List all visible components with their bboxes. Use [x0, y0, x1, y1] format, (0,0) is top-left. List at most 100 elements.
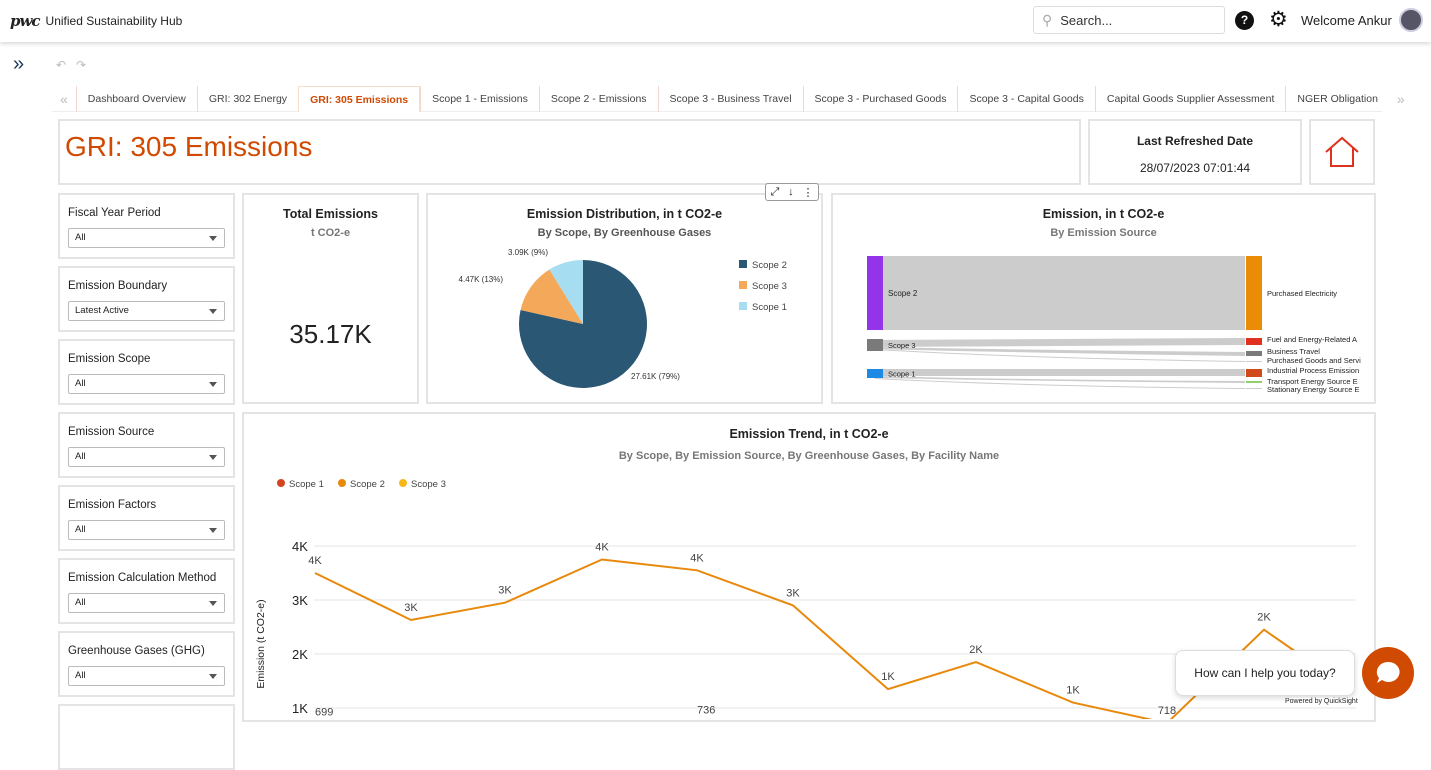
- tab-gri-302-energy[interactable]: GRI: 302 Energy: [196, 85, 298, 112]
- filter-dropdown[interactable]: All: [68, 593, 225, 613]
- undo-redo-icons[interactable]: ↶↷: [56, 58, 97, 72]
- total-emissions-title: Total Emissions: [283, 207, 378, 221]
- search-icon: ⚲: [1042, 11, 1053, 28]
- trend-title: Emission Trend, in t CO2-e: [729, 427, 889, 441]
- powered-by-quicksight: Powered by QuickSight: [1285, 698, 1358, 705]
- tab-scope-3-capital-goods[interactable]: Scope 3 - Capital Goods: [957, 85, 1094, 112]
- sankey-target-node: [1246, 256, 1262, 330]
- page-title: GRI: 305 Emissions: [65, 131, 313, 162]
- expand-icon[interactable]: ⤢: [770, 185, 780, 198]
- chevron-down-icon: [209, 674, 217, 679]
- filter-value: All: [75, 670, 86, 681]
- sankey-target-label: Fuel and Energy-Related A: [1267, 335, 1357, 344]
- tabs-scroll-right-icon[interactable]: »: [1396, 90, 1405, 107]
- chevron-down-icon: [209, 455, 217, 460]
- sankey-target-label: Purchased Goods and Servi: [1267, 356, 1361, 365]
- avatar[interactable]: [1399, 8, 1423, 32]
- tab-scope-3-purchased-goods[interactable]: Scope 3 - Purchased Goods: [802, 85, 958, 112]
- legend-swatch: [739, 302, 747, 310]
- data-label: 2K: [969, 644, 983, 656]
- chat-prompt-bubble[interactable]: How can I help you today?: [1175, 650, 1355, 696]
- more-options-icon[interactable]: ⋮: [802, 186, 814, 199]
- filter-dropdown[interactable]: All: [68, 520, 225, 540]
- pie-data-label: 27.61K (79%): [631, 372, 680, 381]
- sankey-target-label: Business Travel: [1267, 347, 1320, 356]
- total-emissions-card: Total Emissions t CO2-e 35.17K: [242, 193, 419, 404]
- legend-dot: [399, 479, 407, 487]
- sankey-flow: [875, 369, 1245, 376]
- filter-value: All: [75, 378, 86, 389]
- chevron-down-icon: [209, 236, 217, 241]
- sankey-flow: [875, 349, 1245, 362]
- download-icon[interactable]: ↓: [788, 186, 794, 198]
- trend-line-chart: Scope 1 Scope 2 Scope 3 4K 3K 2K 1K Emission (t…: [255, 479, 1356, 719]
- sankey-target-label: Stationary Energy Source E: [1267, 385, 1360, 394]
- legend-label: Scope 3: [411, 479, 446, 490]
- legend-label: Scope 1: [289, 479, 324, 490]
- expand-sidebar-icon[interactable]: »: [13, 53, 25, 75]
- tab-capital-goods-supplier-assessment[interactable]: Capital Goods Supplier Assessment: [1094, 85, 1286, 112]
- tab-scope-3-business-travel[interactable]: Scope 3 - Business Travel: [657, 85, 803, 112]
- pie-title: Emission Distribution, in t CO2-e: [526, 207, 723, 221]
- legend-dot: [338, 479, 346, 487]
- filter-value: All: [75, 597, 86, 608]
- chevron-down-icon: [209, 382, 217, 387]
- sankey-target-node: [1246, 381, 1262, 383]
- filter-dropdown[interactable]: Latest Active: [68, 301, 225, 321]
- legend-label: Scope 3: [752, 281, 787, 292]
- data-label: 3K: [786, 587, 800, 599]
- pie-data-label: 4.47K (13%): [459, 275, 504, 284]
- data-label: 4K: [690, 552, 704, 564]
- gear-icon[interactable]: ⚙: [1269, 8, 1288, 31]
- filter-card: [58, 704, 235, 770]
- data-label: 2K: [1257, 612, 1271, 624]
- chat-button[interactable]: [1362, 647, 1414, 699]
- sankey-source-label: Scope 2: [888, 289, 918, 298]
- tabs-scroll-left-icon[interactable]: «: [60, 90, 68, 107]
- home-button[interactable]: [1309, 119, 1375, 185]
- tab-scope-2-emissions[interactable]: Scope 2 - Emissions: [538, 85, 658, 112]
- home-icon: [1325, 136, 1359, 167]
- filter-dropdown[interactable]: All: [68, 228, 225, 248]
- filter-label: Emission Factors: [68, 499, 157, 511]
- filter-value: Latest Active: [75, 305, 129, 316]
- filter-dropdown[interactable]: All: [68, 666, 225, 686]
- search-input[interactable]: ⚲ Search...: [1033, 6, 1225, 34]
- sankey-target-label: Transport Energy Source E: [1267, 377, 1358, 386]
- sankey-subtitle: By Emission Source: [1050, 227, 1157, 239]
- sankey-source-label: Scope 1: [888, 370, 916, 379]
- chevron-down-icon: [209, 601, 217, 606]
- filter-value: All: [75, 524, 86, 535]
- data-label: 3K: [404, 602, 418, 614]
- filter-dropdown[interactable]: All: [68, 447, 225, 467]
- filter-card: Emission Source All: [58, 412, 235, 478]
- filter-label: Emission Scope: [68, 353, 151, 365]
- sankey-node-scope-1: [867, 369, 883, 378]
- sankey-source-label: Scope 3: [888, 341, 916, 350]
- filter-card: Emission Calculation Method All: [58, 558, 235, 624]
- pie-subtitle: By Scope, By Greenhouse Gases: [537, 227, 712, 239]
- search-placeholder: Search...: [1060, 12, 1113, 28]
- chevron-down-icon: [209, 309, 217, 314]
- data-label: 4K: [308, 555, 322, 567]
- series-line-scope-2: [314, 558, 1300, 719]
- page-title-card: GRI: 305 Emissions: [58, 119, 1081, 185]
- filter-card: Emission Factors All: [58, 485, 235, 551]
- sankey-title: Emission, in t CO2-e: [1042, 207, 1165, 221]
- tab-nger-obligation[interactable]: NGER Obligation: [1285, 85, 1389, 112]
- sankey-flow: [875, 338, 1245, 347]
- tab-gri-305-emissions[interactable]: GRI: 305 Emissions: [298, 85, 421, 112]
- data-label: 3K: [498, 585, 512, 597]
- data-label: 718: [1158, 705, 1176, 717]
- sankey-flow: [875, 378, 1245, 389]
- tab-dashboard-overview[interactable]: Dashboard Overview: [75, 85, 197, 112]
- pie-slice-scope-1: [549, 260, 583, 324]
- help-icon[interactable]: ?: [1235, 11, 1254, 30]
- sankey-flow: [875, 347, 1245, 356]
- tab-scope-1-emissions[interactable]: Scope 1 - Emissions: [420, 85, 539, 112]
- filter-dropdown[interactable]: All: [68, 374, 225, 394]
- pwc-logo: pwc: [10, 12, 41, 30]
- filter-label: Emission Source: [68, 426, 155, 438]
- filter-value: All: [75, 232, 86, 243]
- legend-dot: [277, 479, 285, 487]
